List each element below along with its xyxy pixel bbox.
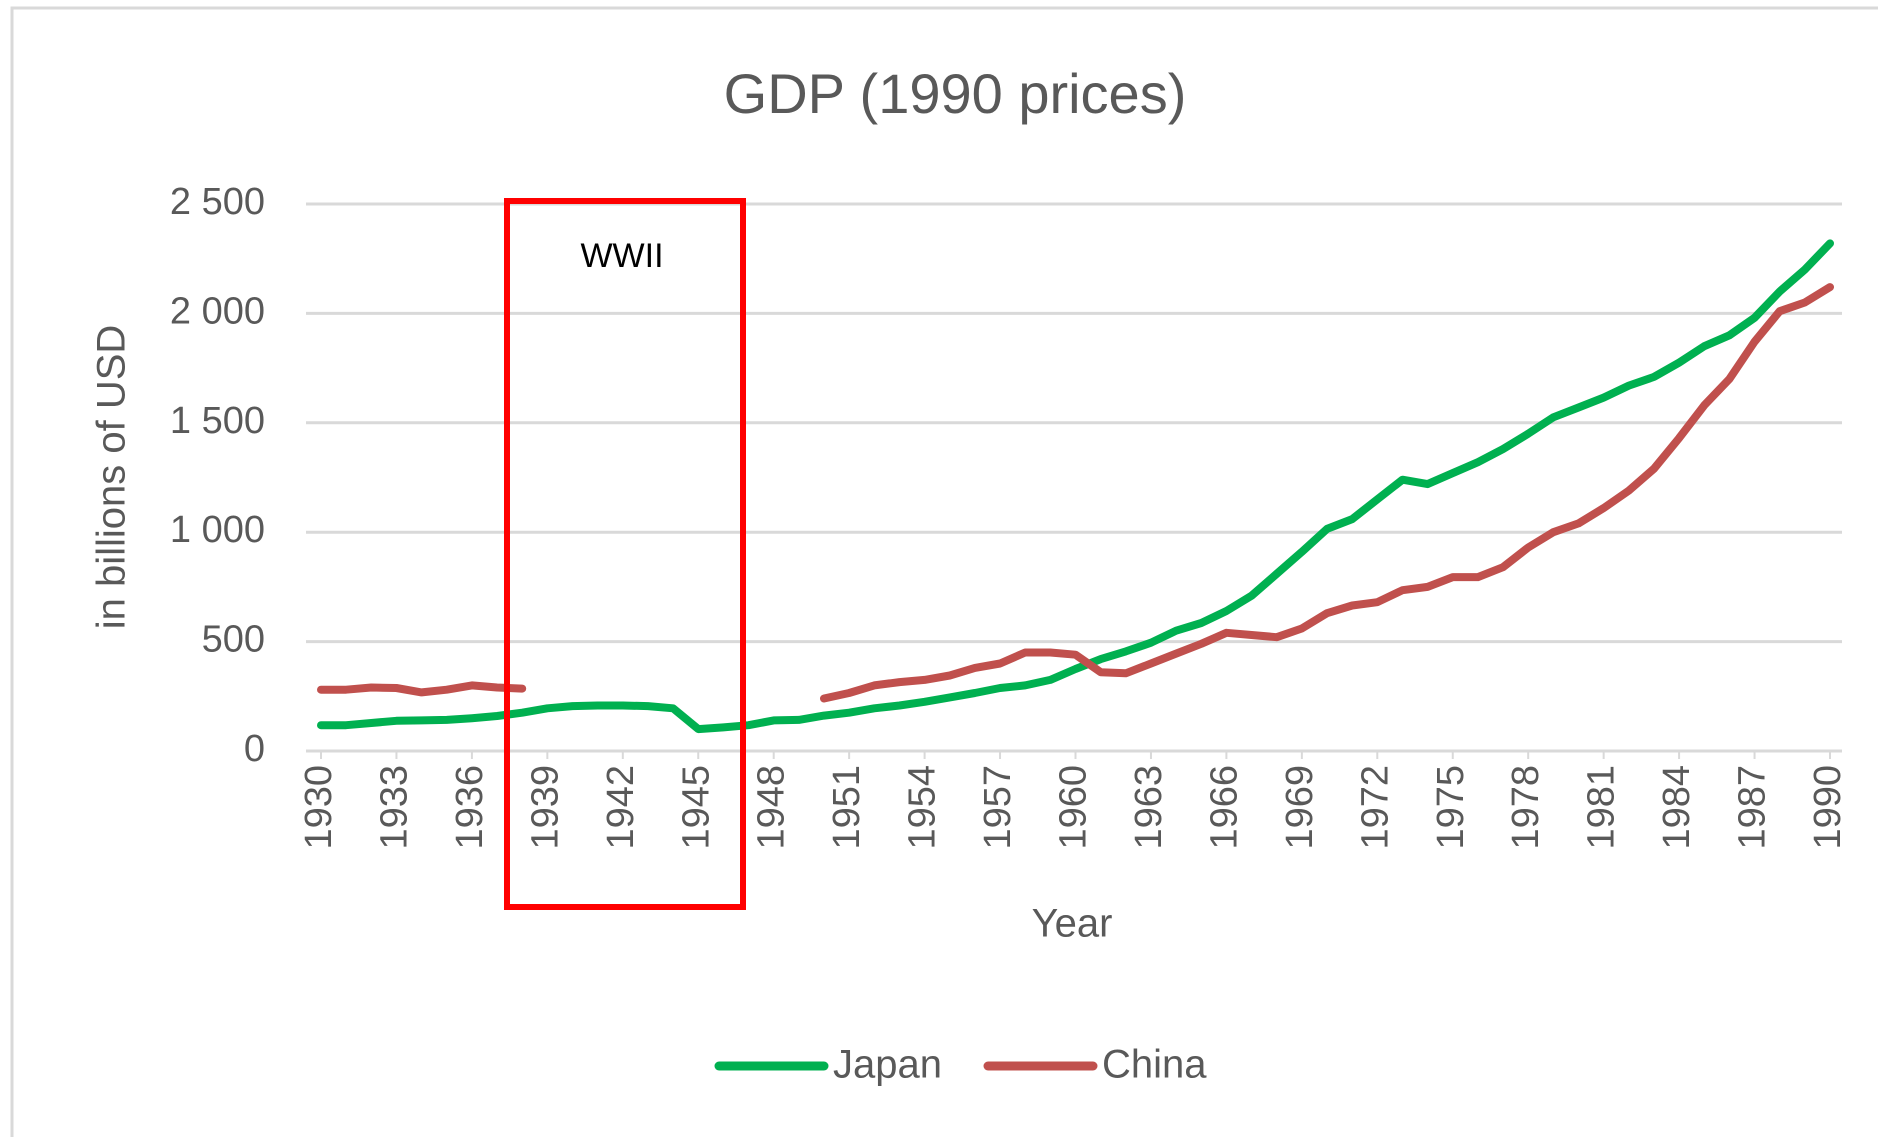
x-tick-label: 1981: [1581, 765, 1623, 850]
x-tick-label: 1984: [1656, 765, 1698, 850]
x-tick-label: 1951: [826, 765, 868, 850]
plot-area: 0 500 1 000 1 500 2 000 2 500 1930 1933 1936 1939…: [170, 181, 1849, 850]
x-tick-label: 1948: [751, 765, 793, 850]
series-line: [317, 239, 1834, 734]
x-tick-label: 1978: [1505, 765, 1547, 850]
x-tick-label: 1945: [675, 765, 717, 850]
x-axis-title: Year: [1032, 902, 1113, 946]
x-tick-label: 1936: [449, 765, 491, 850]
x-tick-label: 1933: [373, 765, 415, 850]
x-tick-label: 1954: [902, 765, 944, 850]
x-tick-label: 1963: [1128, 765, 1170, 850]
x-tick-label: 1942: [600, 765, 642, 850]
legend: Japan China: [714, 1043, 1207, 1087]
x-tick-label: 1987: [1732, 765, 1774, 850]
x-tick-label: 1972: [1354, 765, 1396, 850]
annotation: WWII: [580, 237, 663, 275]
y-tick-label: 1 000: [170, 509, 265, 551]
x-tick-label: 1960: [1053, 765, 1095, 850]
legend-label: Japan: [833, 1043, 942, 1087]
chart-frame: [10, 6, 1878, 1137]
y-tick-label: 2 000: [170, 290, 265, 332]
x-tick-label: 1975: [1430, 765, 1472, 850]
y-axis-title: in billions of USD: [90, 325, 134, 630]
series-line: [317, 283, 1834, 703]
y-tick-label: 500: [202, 619, 265, 661]
x-tick-label: 1966: [1203, 765, 1245, 850]
x-tick-label: 1939: [524, 765, 566, 850]
y-tick-label: 0: [244, 728, 265, 770]
wwii-box: [504, 198, 746, 910]
x-tick-label: 1969: [1279, 765, 1321, 850]
x-tick-label: 1957: [977, 765, 1019, 850]
legend-label: China: [1102, 1043, 1207, 1087]
x-tick-label: 1930: [298, 765, 340, 850]
y-tick-label: 2 500: [170, 181, 265, 223]
chart-title: GDP (1990 prices): [724, 62, 1187, 125]
y-tick-label: 1 500: [170, 400, 265, 442]
x-tick-label: 1990: [1807, 765, 1849, 850]
